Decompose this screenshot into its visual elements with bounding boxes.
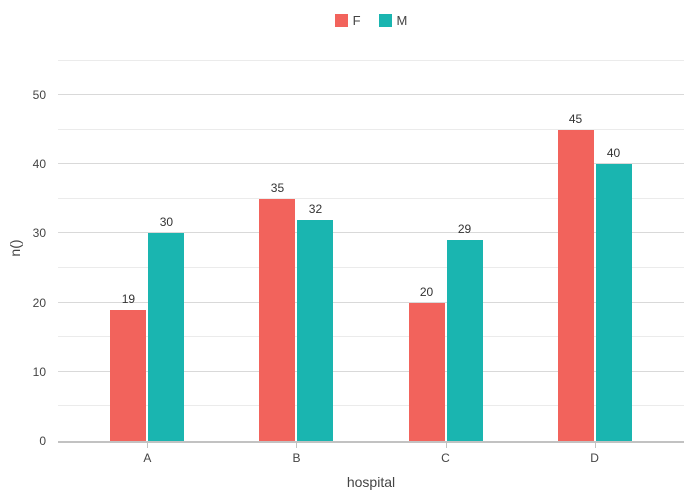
- bar-F-C[interactable]: [408, 302, 445, 441]
- x-tick-label: C: [441, 451, 450, 465]
- legend-label-m: M: [396, 13, 408, 28]
- bar-value-label: 30: [159, 215, 174, 230]
- gridline-minor: [58, 128, 684, 130]
- bar-value-label: 45: [568, 111, 583, 126]
- x-tick: [296, 443, 298, 448]
- legend: F M: [58, 13, 684, 28]
- bar-value-label: 20: [419, 284, 434, 299]
- bar-M-A[interactable]: [148, 233, 185, 441]
- x-tick: [594, 443, 596, 448]
- gridline-minor: [58, 197, 684, 199]
- bar-F-A[interactable]: [110, 309, 147, 441]
- bar-F-B[interactable]: [259, 198, 296, 441]
- x-axis: A B C D: [58, 443, 684, 469]
- gridline-minor: [58, 267, 684, 269]
- y-tick-label: 10: [32, 364, 46, 379]
- x-tick-label: D: [590, 451, 599, 465]
- bar-value-label: 40: [606, 146, 621, 161]
- bar-M-C[interactable]: [446, 240, 483, 441]
- gridline-major: [58, 370, 684, 372]
- gridline-major: [58, 301, 684, 303]
- gridline-minor: [58, 59, 684, 61]
- bar-value-label: 19: [121, 291, 136, 306]
- bar-M-B[interactable]: [297, 219, 334, 441]
- bar-M-D[interactable]: [595, 164, 632, 441]
- legend-swatch-f-icon: [334, 14, 348, 27]
- gridline-major: [58, 94, 684, 96]
- y-axis-tick-labels: 0 10 20 30 40 50: [0, 55, 50, 448]
- gridline-major: [58, 163, 684, 165]
- bar-F-D[interactable]: [557, 129, 594, 441]
- x-axis-title: hospital: [346, 474, 396, 490]
- y-tick-label: 30: [32, 226, 46, 241]
- legend-label-f: F: [352, 13, 361, 28]
- x-tick-label: B: [292, 451, 301, 465]
- legend-swatch-m-icon: [378, 14, 392, 27]
- gridline-major: [58, 232, 684, 234]
- legend-item-f[interactable]: F: [334, 13, 361, 28]
- y-tick-label: 50: [32, 88, 46, 103]
- x-tick: [445, 443, 447, 448]
- x-tick: [147, 443, 149, 448]
- y-tick-label: 40: [32, 157, 46, 172]
- gridline-minor: [58, 336, 684, 338]
- gridline-minor: [58, 405, 684, 407]
- y-tick-label: 20: [32, 295, 46, 310]
- legend-item-m[interactable]: M: [378, 13, 408, 28]
- x-tick-label: A: [143, 451, 152, 465]
- plot-area: 19 30 35 32 20 29 45 40: [58, 55, 684, 443]
- bar-value-label: 32: [308, 201, 323, 216]
- y-tick-label: 0: [39, 434, 46, 448]
- bar-value-label: 35: [270, 180, 285, 195]
- bar-value-label: 29: [457, 222, 472, 237]
